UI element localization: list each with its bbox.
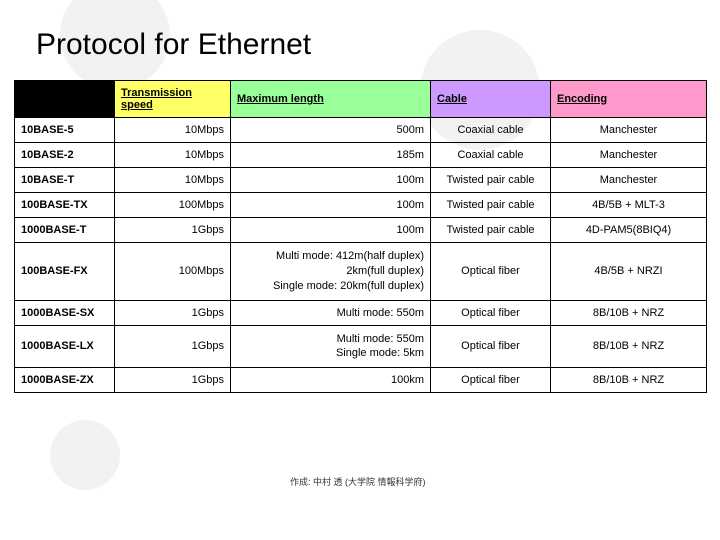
header-name-blank bbox=[15, 81, 115, 118]
row-length: 100m bbox=[231, 193, 431, 218]
row-speed: 1Gbps bbox=[115, 325, 231, 368]
row-cable: Twisted pair cable bbox=[431, 168, 551, 193]
row-length-line: 2km(full duplex) bbox=[235, 264, 424, 279]
row-length: Multi mode: 412m(half duplex)2km(full du… bbox=[231, 243, 431, 301]
row-cable: Twisted pair cable bbox=[431, 218, 551, 243]
row-cable: Coaxial cable bbox=[431, 143, 551, 168]
row-name: 10BASE-T bbox=[15, 168, 115, 193]
row-cable: Optical fiber bbox=[431, 368, 551, 393]
row-encoding: Manchester bbox=[551, 118, 707, 143]
row-cable: Optical fiber bbox=[431, 325, 551, 368]
row-cable: Optical fiber bbox=[431, 300, 551, 325]
header-encoding: Encoding bbox=[551, 81, 707, 118]
row-cable: Twisted pair cable bbox=[431, 193, 551, 218]
table-row: 1000BASE-SX1GbpsMulti mode: 550mOptical … bbox=[15, 300, 707, 325]
table-header-row: Transmission speed Maximum length Cable … bbox=[15, 81, 707, 118]
table-row: 10BASE-510Mbps500mCoaxial cableMancheste… bbox=[15, 118, 707, 143]
row-name: 1000BASE-LX bbox=[15, 325, 115, 368]
row-name: 100BASE-TX bbox=[15, 193, 115, 218]
table-row: 1000BASE-T1Gbps100mTwisted pair cable4D-… bbox=[15, 218, 707, 243]
row-length: Multi mode: 550m bbox=[231, 300, 431, 325]
ethernet-table-wrap: Transmission speed Maximum length Cable … bbox=[0, 80, 720, 393]
row-length: 100km bbox=[231, 368, 431, 393]
table-row: 10BASE-T10Mbps100mTwisted pair cableManc… bbox=[15, 168, 707, 193]
table-row: 10BASE-210Mbps185mCoaxial cableMancheste… bbox=[15, 143, 707, 168]
table-row: 100BASE-FX100MbpsMulti mode: 412m(half d… bbox=[15, 243, 707, 301]
table-row: 1000BASE-LX1GbpsMulti mode: 550mSingle m… bbox=[15, 325, 707, 368]
row-encoding: 8B/10B + NRZ bbox=[551, 368, 707, 393]
table-row: 100BASE-TX100Mbps100mTwisted pair cable4… bbox=[15, 193, 707, 218]
row-length-line: Single mode: 5km bbox=[235, 346, 424, 361]
row-speed: 10Mbps bbox=[115, 143, 231, 168]
ethernet-table: Transmission speed Maximum length Cable … bbox=[14, 80, 707, 393]
row-speed: 1Gbps bbox=[115, 368, 231, 393]
row-speed: 1Gbps bbox=[115, 218, 231, 243]
row-encoding: Manchester bbox=[551, 143, 707, 168]
row-length: 100m bbox=[231, 218, 431, 243]
row-encoding: Manchester bbox=[551, 168, 707, 193]
row-speed: 100Mbps bbox=[115, 243, 231, 301]
row-name: 1000BASE-ZX bbox=[15, 368, 115, 393]
row-encoding: 8B/10B + NRZ bbox=[551, 300, 707, 325]
row-name: 10BASE-2 bbox=[15, 143, 115, 168]
row-length-line: Multi mode: 550m bbox=[235, 332, 424, 347]
row-speed: 10Mbps bbox=[115, 118, 231, 143]
row-encoding: 4B/5B + NRZI bbox=[551, 243, 707, 301]
row-encoding: 4D-PAM5(8BIQ4) bbox=[551, 218, 707, 243]
header-speed: Transmission speed bbox=[115, 81, 231, 118]
row-encoding: 4B/5B + MLT-3 bbox=[551, 193, 707, 218]
page-title: Protocol for Ethernet bbox=[0, 0, 720, 80]
row-length-line: Single mode: 20km(full duplex) bbox=[235, 279, 424, 294]
row-length: Multi mode: 550mSingle mode: 5km bbox=[231, 325, 431, 368]
row-speed: 100Mbps bbox=[115, 193, 231, 218]
row-length-line: Multi mode: 412m(half duplex) bbox=[235, 249, 424, 264]
row-speed: 1Gbps bbox=[115, 300, 231, 325]
row-speed: 10Mbps bbox=[115, 168, 231, 193]
header-cable: Cable bbox=[431, 81, 551, 118]
row-name: 1000BASE-SX bbox=[15, 300, 115, 325]
row-encoding: 8B/10B + NRZ bbox=[551, 325, 707, 368]
row-name: 100BASE-FX bbox=[15, 243, 115, 301]
row-length: 100m bbox=[231, 168, 431, 193]
row-cable: Optical fiber bbox=[431, 243, 551, 301]
footnote: 作成: 中村 透 (大学院 情報科学府) bbox=[290, 475, 426, 488]
table-row: 1000BASE-ZX1Gbps100kmOptical fiber8B/10B… bbox=[15, 368, 707, 393]
row-cable: Coaxial cable bbox=[431, 118, 551, 143]
row-name: 10BASE-5 bbox=[15, 118, 115, 143]
row-name: 1000BASE-T bbox=[15, 218, 115, 243]
row-length: 185m bbox=[231, 143, 431, 168]
header-length: Maximum length bbox=[231, 81, 431, 118]
row-length: 500m bbox=[231, 118, 431, 143]
